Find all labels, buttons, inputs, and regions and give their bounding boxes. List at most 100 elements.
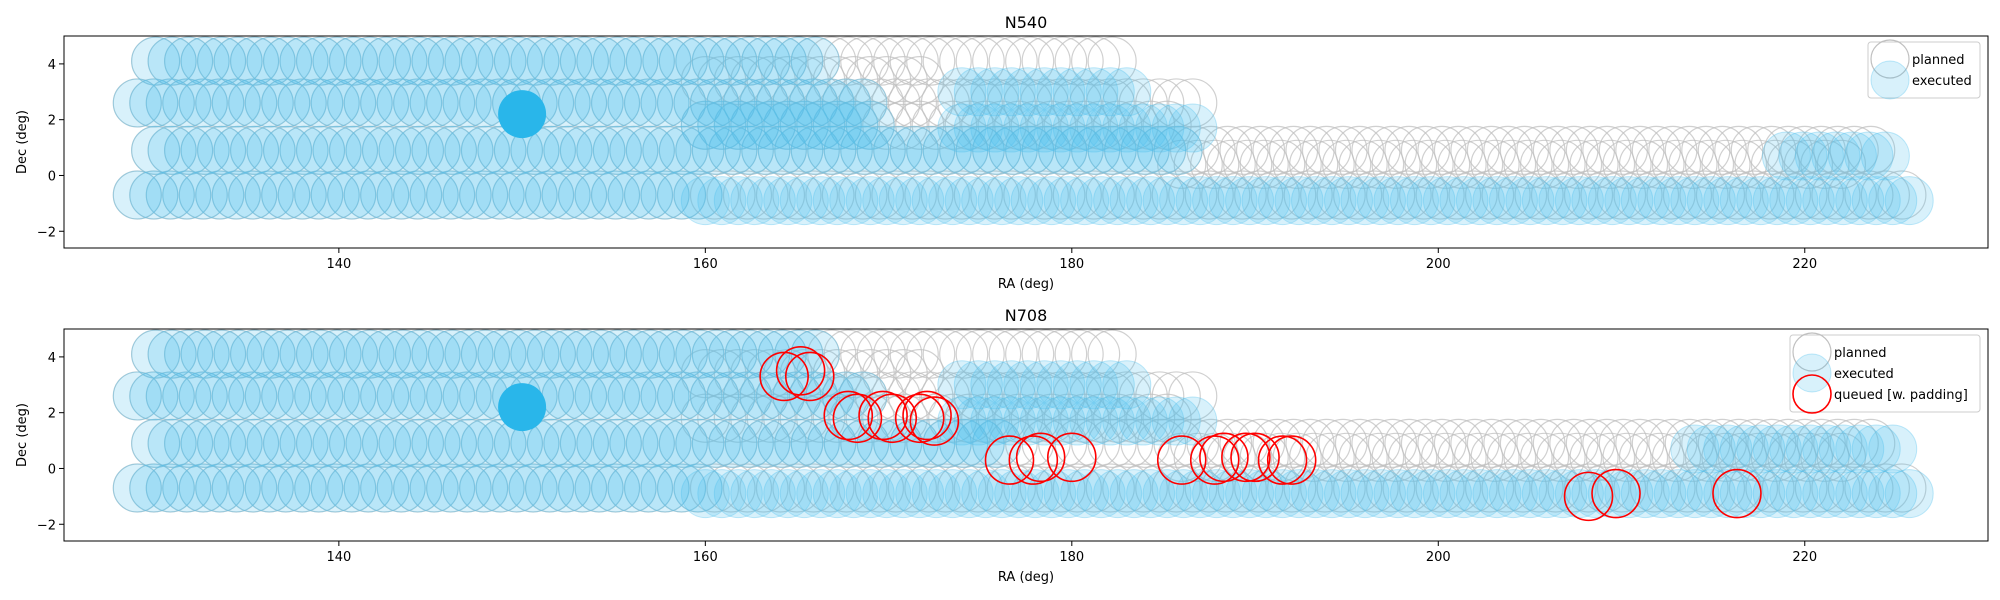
planned-pointing — [994, 393, 1044, 443]
executed-pointing — [526, 329, 576, 379]
executed-pointing — [955, 418, 1005, 468]
executed-pointing — [279, 329, 329, 379]
legend-box — [1789, 334, 1981, 413]
executed-pointing — [1102, 396, 1152, 446]
executed-pointing — [977, 469, 1027, 519]
executed-pointing — [178, 78, 228, 128]
planned-pointing — [1453, 139, 1504, 189]
planned-pointing — [1415, 463, 1465, 513]
executed-pointing — [1052, 396, 1102, 446]
planned-pointing — [1036, 463, 1086, 513]
executed-pointing — [442, 78, 492, 128]
planned-pointing — [1104, 418, 1154, 468]
executed-pointing — [640, 78, 690, 128]
planned-pointing — [1585, 432, 1636, 482]
planned-pointing — [1300, 463, 1350, 513]
executed-pointing — [1175, 176, 1225, 226]
planned-pointing — [1267, 170, 1317, 220]
executed-pointing — [1703, 424, 1753, 474]
planned-pointing — [1201, 170, 1251, 220]
x-tick-label: 160 — [693, 257, 718, 272]
planned-pointing — [1272, 139, 1322, 189]
executed-pointing — [805, 78, 855, 128]
planned-pointing — [871, 170, 921, 220]
planned-pointing — [1745, 463, 1795, 513]
executed-pointing — [812, 469, 862, 519]
executed-pointing — [986, 396, 1036, 446]
executed-pointing — [460, 418, 510, 468]
planned-pointing — [1530, 170, 1581, 220]
queued-pointing — [1008, 435, 1059, 485]
planned-pointing — [757, 418, 807, 468]
executed-pointing — [1052, 360, 1102, 410]
planned-pointing — [1219, 125, 1269, 175]
executed-pointing — [244, 463, 294, 513]
planned-pointing — [1569, 432, 1619, 482]
y-tick-label: 0 — [48, 169, 56, 184]
planned-pointing — [196, 125, 247, 175]
planned-pointing — [829, 100, 879, 150]
executed-pointing — [805, 371, 855, 421]
executed-pointing — [1069, 103, 1119, 153]
planned-pointing — [361, 36, 412, 86]
planned-pointing — [713, 100, 763, 150]
planned-pointing — [1470, 139, 1520, 189]
executed-pointing — [1135, 103, 1185, 153]
executed-pointing — [178, 371, 228, 421]
planned-pointing — [360, 170, 410, 220]
executed-pointing — [112, 463, 162, 513]
executed-pointing — [310, 78, 360, 128]
executed-pointing — [812, 100, 862, 150]
executed-pointing — [541, 170, 591, 220]
planned-pointing — [592, 125, 642, 175]
planned-pointing — [757, 125, 807, 175]
planned-pointing — [543, 125, 593, 175]
planned-pointing — [1437, 139, 1487, 189]
planned-pointing — [1168, 170, 1218, 220]
executed-pointing — [312, 418, 362, 468]
planned-pointing — [444, 36, 494, 86]
planned-pointing — [1021, 418, 1071, 468]
planned-pointing — [1532, 418, 1582, 468]
executed-pointing — [279, 125, 329, 175]
planned-pointing — [1763, 125, 1813, 175]
executed-pointing — [327, 78, 377, 128]
executed-pointing — [361, 329, 411, 379]
planned-pointing — [1085, 463, 1135, 513]
planned-pointing — [1618, 139, 1669, 189]
planned-pointing — [741, 125, 791, 175]
planned-pointing — [1367, 125, 1418, 175]
executed-pointing — [1093, 176, 1143, 226]
executed-pointing — [838, 78, 888, 128]
planned-pointing — [477, 329, 527, 379]
planned-pointing — [131, 329, 181, 379]
planned-pointing — [195, 170, 245, 220]
planned-pointing — [821, 170, 872, 220]
planned-pointing — [508, 463, 558, 513]
planned-pointing — [244, 463, 294, 513]
planned-pointing — [295, 125, 346, 175]
executed-pointing — [1604, 469, 1654, 519]
x-axis-label: RA (deg) — [998, 570, 1054, 585]
planned-pointing — [1816, 139, 1867, 189]
panel-n540: N540 140 160 180 200 220 −2 0 2 4 RA (deg) Dec … — [15, 13, 1989, 292]
legend-label: executed — [1912, 74, 1972, 89]
executed-pointing — [1752, 176, 1802, 226]
planned-pointing — [1349, 170, 1399, 220]
planned-pointing — [955, 125, 1005, 175]
planned-pointing — [1135, 463, 1185, 513]
planned-pointing — [1173, 139, 1223, 189]
planned-pointing — [1734, 432, 1784, 482]
planned-pointing — [1747, 418, 1797, 468]
executed-pointing — [1406, 176, 1456, 226]
planned-pointing — [1750, 139, 1801, 189]
x-axis-label: RA (deg) — [998, 277, 1054, 292]
executed-pointing — [1323, 469, 1373, 519]
executed-pointing — [475, 170, 525, 220]
planned-pointing — [939, 418, 989, 468]
executed-pointing — [1604, 176, 1654, 226]
planned-pointing — [988, 125, 1038, 175]
executed-pointing — [329, 125, 379, 175]
x-axis-ticks: 140 160 180 200 220 — [326, 541, 1817, 565]
planned-pointing — [178, 170, 228, 220]
